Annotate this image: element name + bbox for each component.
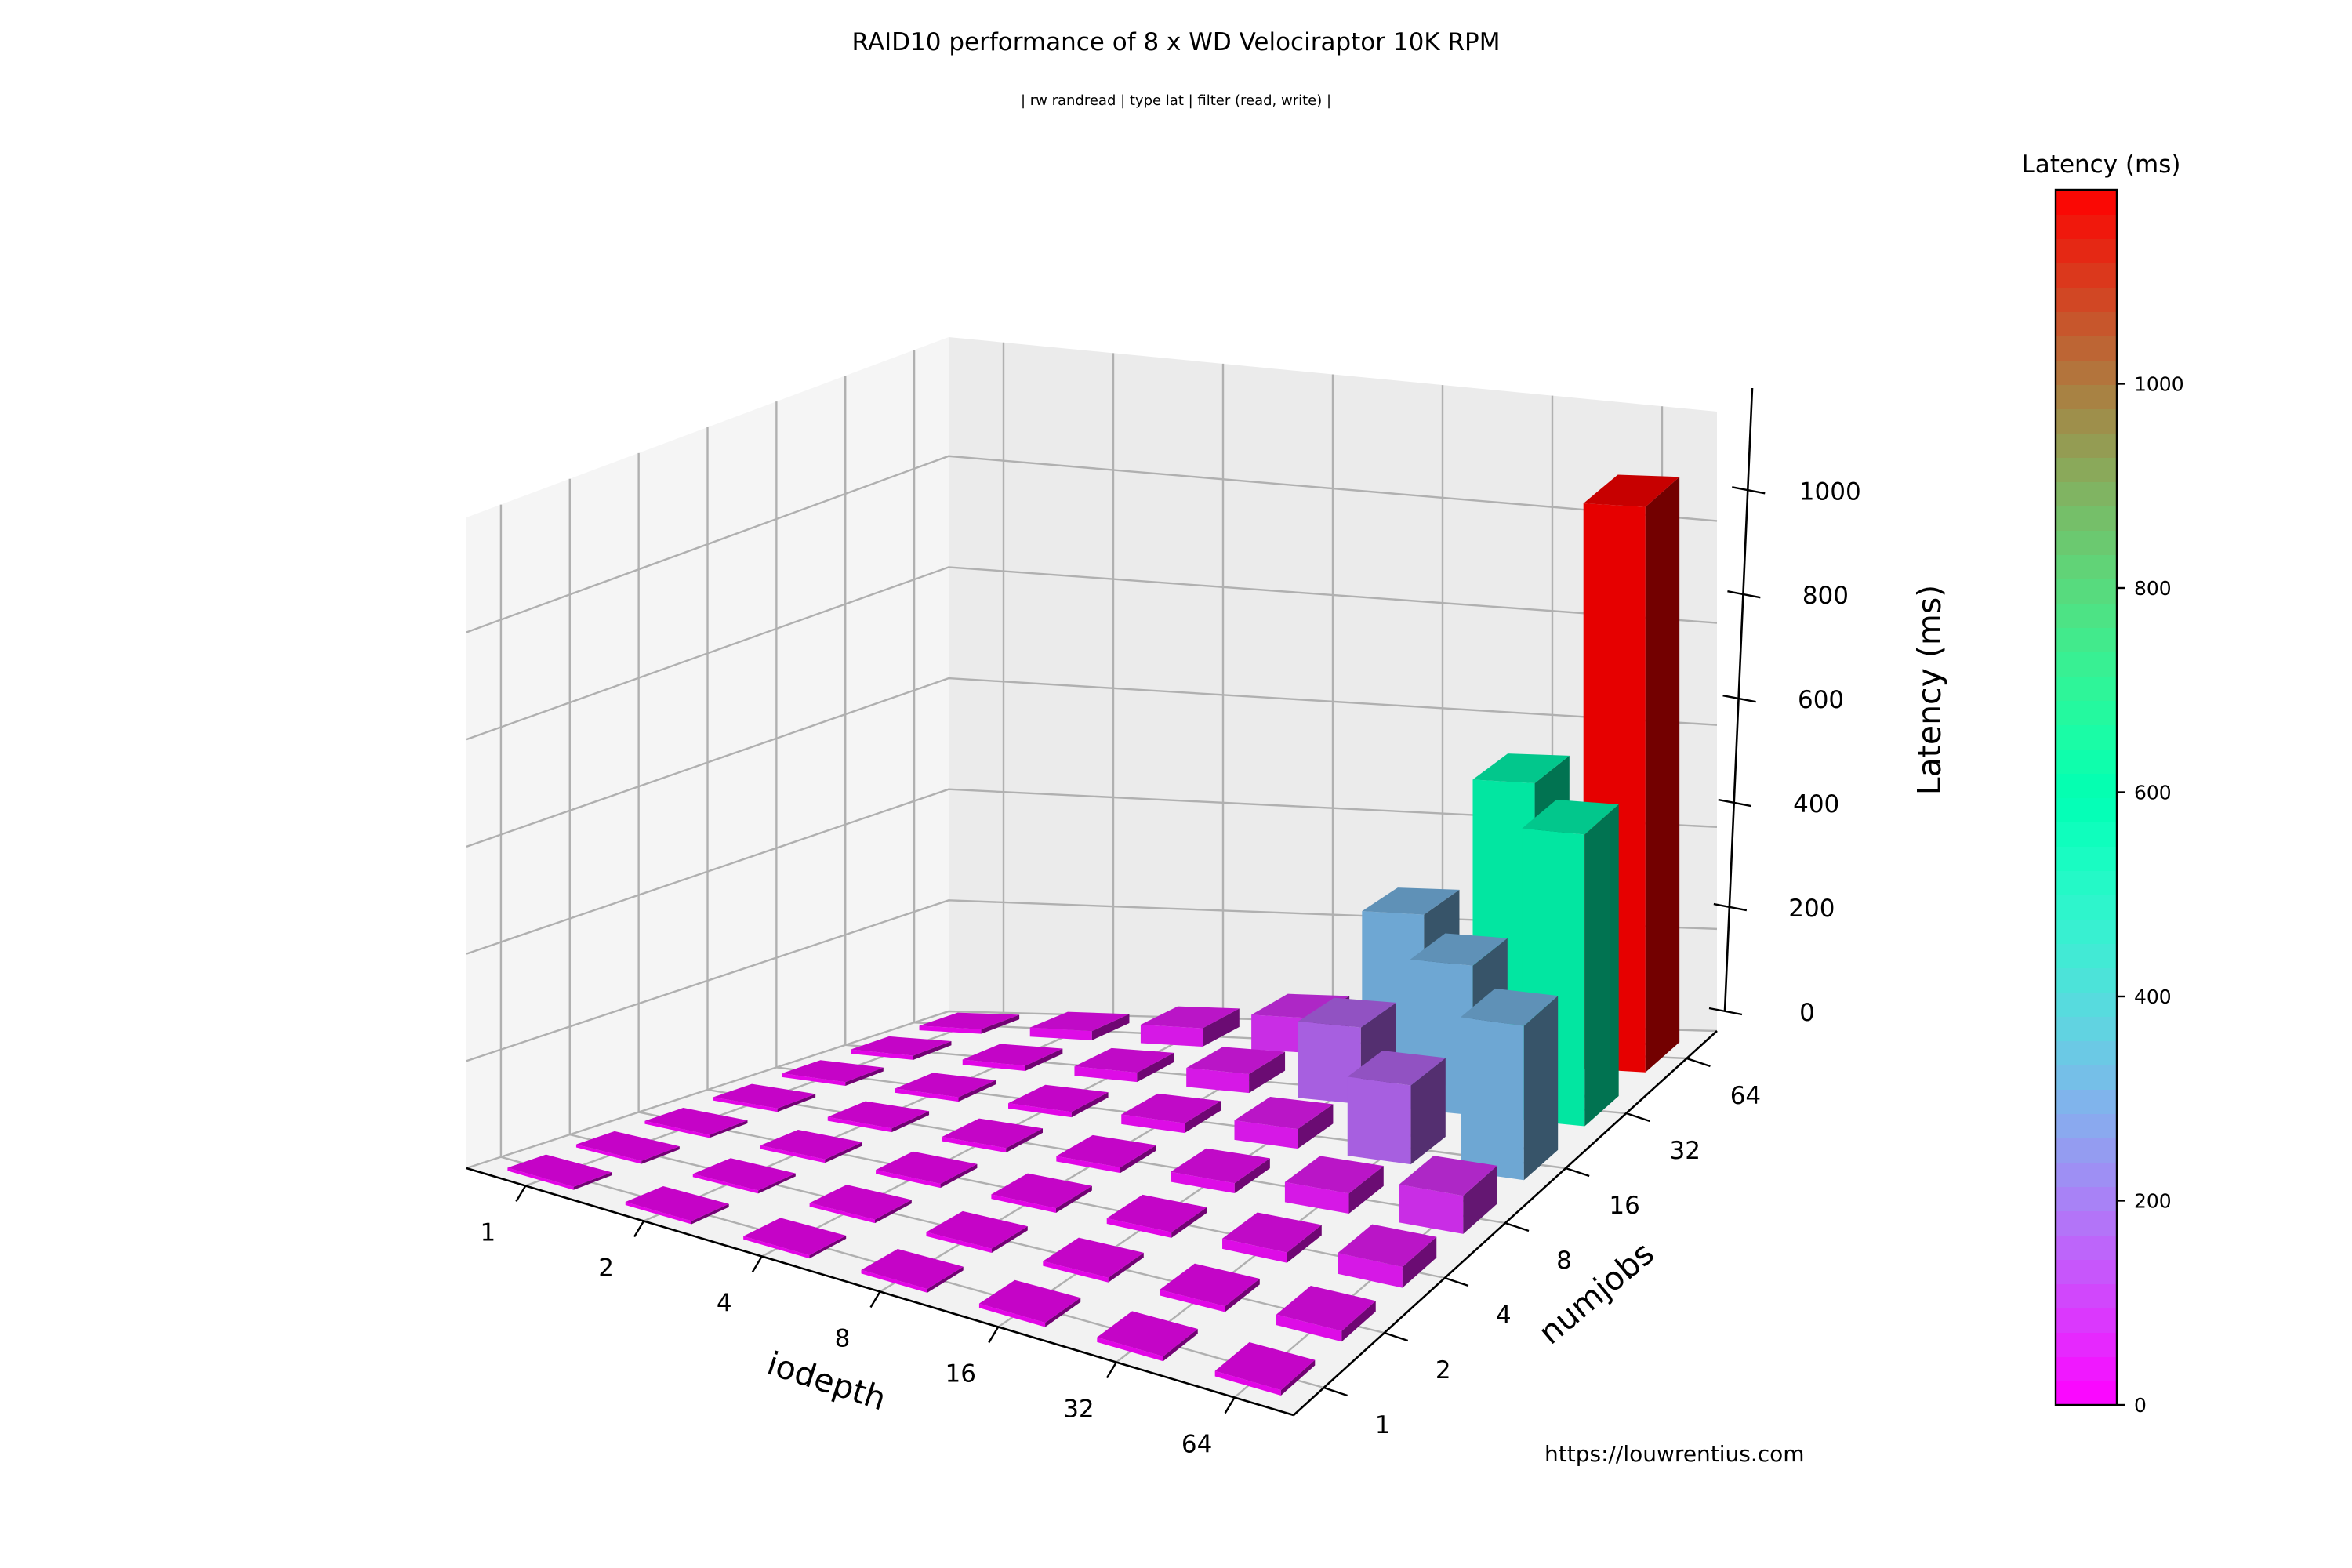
y-tick-label: 32	[1670, 1137, 1700, 1165]
x-tick-label: 8	[835, 1325, 851, 1353]
x-axis-label: iodepth	[763, 1345, 891, 1418]
y-tick-label: 1	[1375, 1411, 1391, 1439]
z-tick-label: 200	[1788, 895, 1835, 923]
bar	[926, 1210, 1028, 1253]
bar	[1029, 1011, 1130, 1040]
bar	[1338, 1224, 1437, 1288]
colorbar-tick-label: 600	[2134, 781, 2172, 804]
y-tick-label: 64	[1730, 1082, 1761, 1110]
colorbar: 0 200 400 600 800 1000	[2054, 188, 2184, 1417]
bar	[1222, 1212, 1322, 1263]
z-tick-label: 800	[1802, 582, 1849, 610]
colorbar-tick-label: 200	[2134, 1189, 2172, 1212]
x-tick-label: 64	[1181, 1431, 1212, 1459]
y-tick-label: 16	[1609, 1192, 1639, 1220]
bar	[507, 1154, 612, 1190]
bar	[1214, 1342, 1316, 1396]
bar	[919, 1012, 1020, 1034]
z-tick-label: 600	[1798, 686, 1844, 714]
colorbar-title: Latency (ms)	[2021, 151, 2181, 179]
colorbar-tick-label: 1000	[2134, 372, 2184, 395]
bar	[782, 1060, 884, 1087]
bar	[1234, 1096, 1334, 1149]
colorbar-tick-label: 800	[2134, 577, 2172, 600]
colorbar-tick-label: 0	[2134, 1394, 2147, 1417]
footer-url: https://louwrentius.com	[1544, 1441, 1805, 1467]
bar	[713, 1083, 816, 1112]
bar	[851, 1036, 952, 1060]
bar	[1276, 1285, 1376, 1342]
bar	[1461, 988, 1559, 1181]
colorbar-tick-label: 400	[2134, 985, 2172, 1008]
bar	[1186, 1047, 1286, 1094]
bar	[978, 1279, 1081, 1327]
bar	[1121, 1093, 1221, 1134]
bar	[876, 1151, 978, 1189]
bar	[1284, 1156, 1384, 1214]
bar	[1043, 1237, 1144, 1283]
bar	[1074, 1047, 1174, 1083]
x-tick-label: 32	[1063, 1396, 1094, 1424]
bar	[1097, 1311, 1198, 1362]
chart-subtitle: | rw randread | type lat | filter (read,…	[1020, 93, 1332, 109]
x-tick-label: 1	[480, 1219, 495, 1247]
z-axis-label: Latency (ms)	[1911, 585, 1948, 795]
bar	[1056, 1134, 1156, 1174]
bar	[962, 1044, 1063, 1071]
y-axis-label: numjobs	[1531, 1234, 1661, 1352]
bars	[507, 474, 1680, 1396]
bar	[1106, 1194, 1207, 1238]
y-tick-label: 8	[1556, 1247, 1572, 1275]
wall-grid	[466, 342, 1718, 1170]
y-tick-label: 2	[1436, 1356, 1451, 1385]
bar	[1140, 1006, 1240, 1047]
bar	[692, 1158, 796, 1194]
x-tick-label: 16	[945, 1360, 975, 1388]
bar	[827, 1101, 930, 1133]
bar	[575, 1131, 680, 1164]
x-tick-label: 2	[598, 1254, 614, 1283]
bar	[1160, 1263, 1260, 1312]
bar	[1399, 1156, 1497, 1234]
z-tick-label: 0	[1799, 999, 1815, 1027]
z-tick-label: 400	[1793, 790, 1839, 818]
z-tick-label: 1000	[1799, 477, 1861, 506]
x-tick-label: 4	[717, 1290, 732, 1318]
bar	[743, 1218, 847, 1259]
bar	[809, 1185, 912, 1224]
bar	[625, 1185, 729, 1225]
y-tick-label: 4	[1496, 1301, 1512, 1330]
bar	[1008, 1084, 1109, 1118]
bar	[861, 1249, 964, 1293]
bar	[895, 1073, 996, 1102]
chart-title: RAID10 performance of 8 x WD Velocirapto…	[851, 28, 1501, 56]
bar	[942, 1118, 1044, 1153]
bar	[1347, 1051, 1446, 1165]
bar	[1171, 1148, 1270, 1194]
bar	[760, 1129, 862, 1163]
bar	[644, 1108, 748, 1138]
bar	[991, 1173, 1092, 1214]
